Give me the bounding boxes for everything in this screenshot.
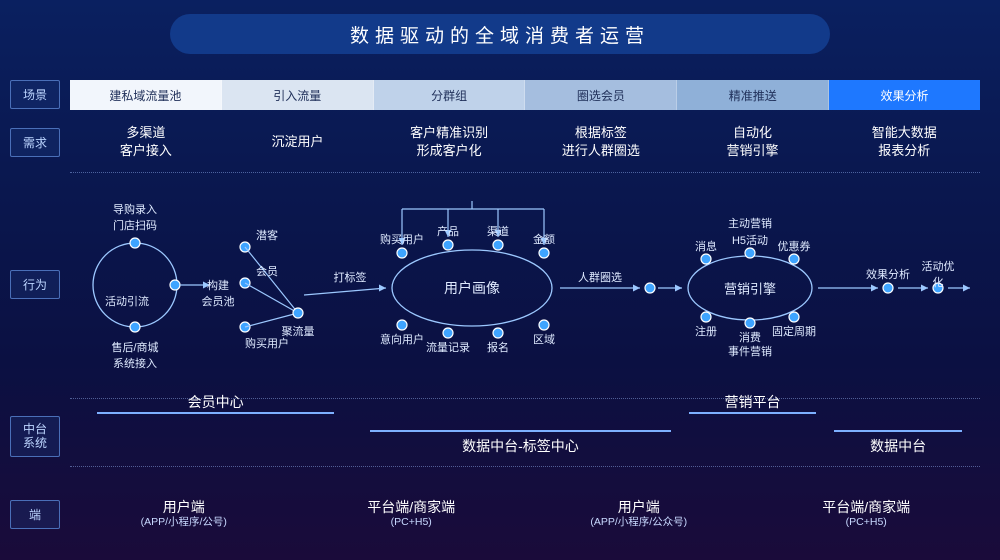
diagram-label: 渠道 xyxy=(487,223,509,239)
page-title: 数据驱动的全域消费者运营 xyxy=(350,21,650,48)
scene-tab[interactable]: 建私域流量池 xyxy=(70,80,222,110)
diagram-label: 会员 xyxy=(256,263,278,279)
diagram-label: 潜客 xyxy=(256,227,278,243)
scene-tab[interactable]: 效果分析 xyxy=(829,80,980,110)
diagram-label: 营销引擎 xyxy=(724,279,776,298)
midsys-block: 会员中心 xyxy=(97,412,334,448)
midsys-block: 数据中台 xyxy=(834,430,961,466)
page-title-pill: 数据驱动的全域消费者运营 xyxy=(170,14,830,54)
diagram-label: 区域 xyxy=(533,331,555,347)
row-label-demand: 需求 xyxy=(10,128,60,157)
behavior-diagram: 导购录入 门店扫码活动引流售后/商城 系统接入 潜客会员 购买用户聚流量 构建 会员池… xyxy=(70,185,980,390)
diagram-label: H5活动 xyxy=(732,232,768,248)
diagram-label: 优惠券 xyxy=(778,238,811,254)
demand-cell: 根据标签进行人群圈选 xyxy=(525,122,677,162)
diagram-label: 活动引流 xyxy=(105,293,149,309)
diagram-label: 效果分析 xyxy=(866,266,910,282)
end-cell: 用户端(APP/小程序/公号) xyxy=(70,492,298,536)
demand-cell: 客户精准识别形成客户化 xyxy=(373,122,525,162)
demand-cell: 沉淀用户 xyxy=(222,122,374,162)
row-label-scene: 场景 xyxy=(10,80,60,109)
diagram-label: 流量记录 xyxy=(426,339,470,355)
diagram-label: 产品 xyxy=(437,223,459,239)
diagram-label: 注册 xyxy=(695,323,717,339)
demand-cell: 自动化营销引擎 xyxy=(677,122,829,162)
diagram-label: 活动优化 xyxy=(917,258,959,290)
scene-tab[interactable]: 分群组 xyxy=(374,80,526,110)
demand-cell: 智能大数据报表分析 xyxy=(828,122,980,162)
diagram-label: 人群圈选 xyxy=(578,269,622,285)
row-label-behavior: 行为 xyxy=(10,270,60,299)
scene-tab[interactable]: 圈选会员 xyxy=(525,80,677,110)
diagram-label: 报名 xyxy=(487,339,509,355)
separator xyxy=(70,466,980,467)
end-cell: 平台端/商家端(PC+H5) xyxy=(753,492,981,536)
end-row: 用户端(APP/小程序/公号)平台端/商家端(PC+H5)用户端(APP/小程序… xyxy=(70,492,980,536)
row-label-end: 端 xyxy=(10,500,60,529)
diagram-label: 金额 xyxy=(533,231,555,247)
row-label-midsys: 中台 系统 xyxy=(10,416,60,457)
midsys-row: 会员中心数据中台-标签中心营销平台数据中台 xyxy=(70,412,980,460)
midsys-block: 数据中台-标签中心 xyxy=(370,430,670,466)
diagram-label: 导购录入 门店扫码 xyxy=(113,201,157,233)
diagram-label: 构建 会员池 xyxy=(202,277,235,309)
diagram-label: 主动营销 xyxy=(728,215,772,231)
diagram-label: 售后/商城 系统接入 xyxy=(111,339,158,371)
scene-tabs: 建私域流量池引入流量分群组圈选会员精准推送效果分析 xyxy=(70,80,980,110)
demand-cell: 多渠道客户接入 xyxy=(70,122,222,162)
diagram-label: 固定周期 xyxy=(772,323,816,339)
diagram-label: 意向用户 xyxy=(380,331,424,347)
end-cell: 平台端/商家端(PC+H5) xyxy=(298,492,526,536)
demand-row: 多渠道客户接入沉淀用户客户精准识别形成客户化根据标签进行人群圈选自动化营销引擎智… xyxy=(70,122,980,162)
diagram-label: 消息 xyxy=(695,238,717,254)
scene-tab[interactable]: 引入流量 xyxy=(222,80,374,110)
diagram-label: 打标签 xyxy=(334,269,367,285)
diagram-label: 聚流量 xyxy=(282,323,315,339)
midsys-block: 营销平台 xyxy=(689,412,816,448)
diagram-label: 用户画像 xyxy=(444,278,500,298)
end-cell: 用户端(APP/小程序/公众号) xyxy=(525,492,753,536)
separator xyxy=(70,172,980,173)
diagram-label: 购买用户 xyxy=(380,231,424,247)
diagram-label: 事件营销 xyxy=(728,343,772,359)
scene-tab[interactable]: 精准推送 xyxy=(677,80,829,110)
